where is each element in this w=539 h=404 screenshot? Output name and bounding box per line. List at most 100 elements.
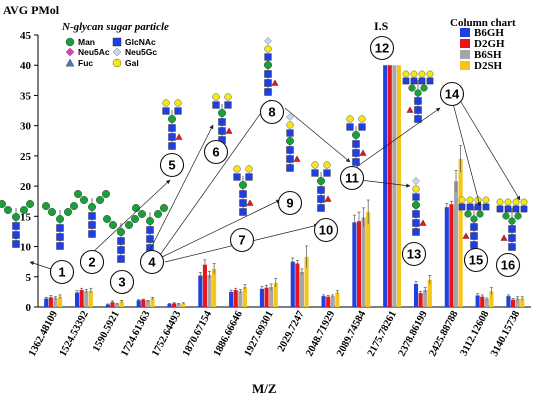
glyph-circle [116, 227, 125, 236]
bar-D2GH [110, 302, 115, 307]
glyph-square [88, 230, 96, 238]
glyph-square [117, 255, 125, 263]
glyph-circle [520, 198, 528, 206]
glycan-legend-label: Neu5Gc [125, 47, 157, 57]
glyph-circle [137, 209, 146, 218]
glyph-circle [20, 205, 29, 214]
glycan-structure [233, 165, 254, 216]
glyph-square [56, 224, 64, 232]
annotation-circle [463, 247, 489, 273]
bar-D2GH [356, 221, 362, 307]
glyph-square [56, 233, 64, 241]
glyph-circle [124, 220, 133, 229]
glyph-diamond [412, 177, 420, 185]
glyph-circle [42, 201, 51, 210]
glyph-square [317, 204, 325, 212]
series-legend-title: Column chart [450, 17, 516, 29]
annotation-arrows [29, 91, 521, 273]
glyph-square [352, 140, 360, 148]
glyph-triangle [293, 155, 301, 162]
annotation-circle [159, 152, 185, 178]
glyph-circle [153, 209, 162, 218]
glyph-circle [108, 220, 117, 229]
annotation-number: 15 [469, 253, 483, 268]
glyph-square [311, 169, 319, 177]
glyph-circle [464, 210, 472, 218]
annotation-number: 4 [148, 255, 156, 270]
y-tick-label: 20 [20, 181, 32, 193]
x-tick-label: 2175.78261 [366, 309, 399, 358]
x-tick-label: 3140.15738 [489, 309, 522, 358]
glycan-structure [458, 196, 490, 249]
glyph-circle [217, 108, 226, 117]
x-tick-label: 1870.67154 [181, 309, 214, 359]
glyph-circle [410, 70, 418, 78]
bar-D2GH [264, 287, 269, 307]
glyph-circle [470, 215, 478, 223]
glyph-circle [131, 203, 140, 212]
glyph-square [88, 221, 96, 229]
glyph-square [482, 203, 490, 211]
bar-B6SH [238, 291, 243, 307]
bar-B6GH [475, 295, 480, 307]
bar-B6GH [321, 296, 326, 307]
legend-label-B6GH: B6GH [474, 27, 504, 39]
glyph-circle [56, 214, 65, 223]
glyph-circle [79, 195, 88, 204]
annotation-number: 2 [88, 255, 95, 270]
glycan-legend-label: GlcNAc [125, 37, 156, 47]
glyph-square [512, 205, 520, 213]
bar-B6SH [361, 217, 366, 307]
glyph-circle [323, 161, 331, 169]
glyph-square [470, 232, 478, 240]
bar-D2GH [172, 303, 177, 307]
glyph-square [264, 53, 272, 61]
bar-D2GH [233, 290, 238, 307]
bar-B6SH [423, 290, 428, 307]
x-tick-label: 1724.61363 [119, 309, 152, 358]
bar-D2GH [449, 204, 454, 307]
glyph-triangle [419, 219, 427, 226]
glyph-circle [264, 61, 273, 70]
glyph-square [12, 222, 20, 230]
legend-swatch-D2GH [460, 39, 470, 48]
bar-B6GH [136, 300, 141, 307]
glyph-circle [352, 130, 361, 139]
bar-B6SH [299, 271, 305, 307]
glyph-circle [514, 212, 522, 220]
glyph-square [418, 77, 426, 85]
bar-D2GH [48, 297, 53, 307]
bar-B6SH [53, 297, 58, 307]
glyph-square [520, 205, 528, 213]
bar-B6GH [259, 288, 264, 307]
bar-B6SH [145, 300, 150, 307]
glycan-structure [162, 99, 183, 150]
glyph-square [414, 115, 422, 123]
annotation-arrow [359, 179, 411, 188]
bar-B6GH [506, 296, 511, 307]
glyph-square [218, 127, 226, 135]
x-tick-label: 1886.66646 [212, 309, 245, 358]
glyph-square [239, 190, 247, 198]
annotation-number: 10 [319, 223, 333, 238]
bar-D2SH [489, 291, 494, 307]
glycan-structure [212, 93, 233, 144]
glyph-triangle [359, 149, 367, 156]
glycan-structure [402, 70, 434, 123]
bar-D2SH [520, 298, 525, 307]
glyph-square [146, 226, 154, 234]
glyph-circle [402, 70, 410, 78]
y-tick-label: 45 [20, 30, 32, 42]
annotation-number: 13 [407, 247, 421, 262]
annotation-circle [495, 252, 521, 278]
glyph-circle [224, 93, 232, 101]
glyph-square [508, 234, 516, 242]
glyph-square [264, 79, 272, 87]
glyph-square [317, 195, 325, 203]
bar-B6GH [75, 292, 80, 307]
glycan-legend-label: Gal [125, 58, 139, 68]
glyph-circle [504, 198, 512, 206]
legend-swatch-B6SH [460, 50, 470, 59]
